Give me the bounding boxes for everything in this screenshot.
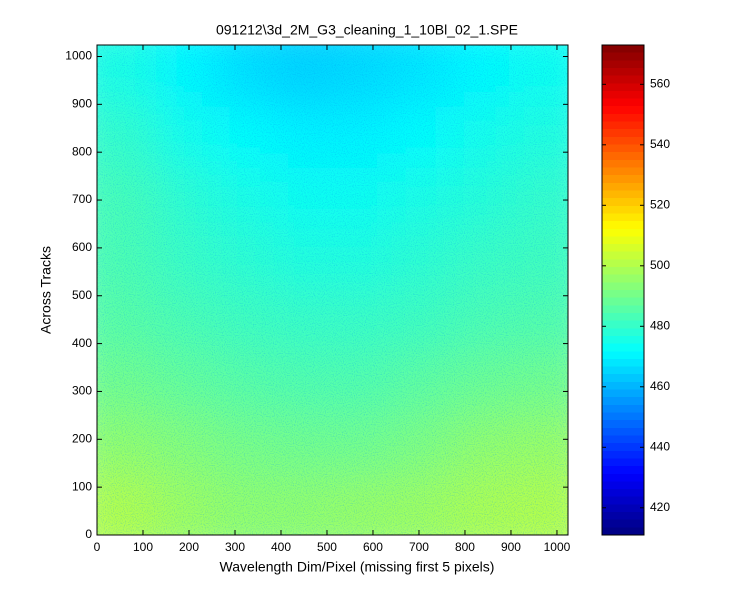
y-tick-label: 800: [72, 144, 92, 158]
x-tick-label: 400: [271, 540, 291, 554]
colorbar-tick-label: 440: [650, 439, 670, 453]
colorbar-tick-label: 560: [650, 76, 670, 90]
colorbar-tick-label: 520: [650, 197, 670, 211]
axes-box: [96, 44, 569, 536]
y-tick-label: 1000: [65, 49, 92, 63]
x-axis-label: Wavelength Dim/Pixel (missing first 5 pi…: [220, 559, 495, 575]
x-tick-label: 700: [409, 540, 429, 554]
y-tick-label: 900: [72, 97, 92, 111]
x-tick-label: 100: [133, 540, 153, 554]
y-tick-label: 0: [85, 527, 92, 541]
x-tick-label: 0: [94, 540, 101, 554]
x-tick-label: 1000: [544, 540, 571, 554]
chart-title: 091212\3d_2M_G3_cleaning_1_10Bl_02_1.SPE: [216, 22, 518, 38]
y-tick-label: 300: [72, 384, 92, 398]
y-tick-label: 600: [72, 240, 92, 254]
y-axis-label: Across Tracks: [38, 246, 54, 334]
colorbar-tick-label: 460: [650, 379, 670, 393]
x-tick-label: 900: [501, 540, 521, 554]
y-tick-label: 200: [72, 431, 92, 445]
x-tick-label: 500: [317, 540, 337, 554]
x-tick-label: 300: [225, 540, 245, 554]
colorbar-tick-label: 480: [650, 318, 670, 332]
colorbar-tick-label: 420: [650, 500, 670, 514]
y-tick-label: 100: [72, 479, 92, 493]
y-tick-label: 500: [72, 288, 92, 302]
texture: [97, 45, 568, 535]
colorbar-tick-label: 540: [650, 137, 670, 151]
x-tick-label: 200: [179, 540, 199, 554]
colorbar-tick-label: 500: [650, 258, 670, 272]
x-tick-label: 800: [455, 540, 475, 554]
y-tick-label: 700: [72, 192, 92, 206]
x-tick-label: 600: [363, 540, 383, 554]
colorbar: [601, 44, 645, 536]
y-tick-label: 400: [72, 336, 92, 350]
